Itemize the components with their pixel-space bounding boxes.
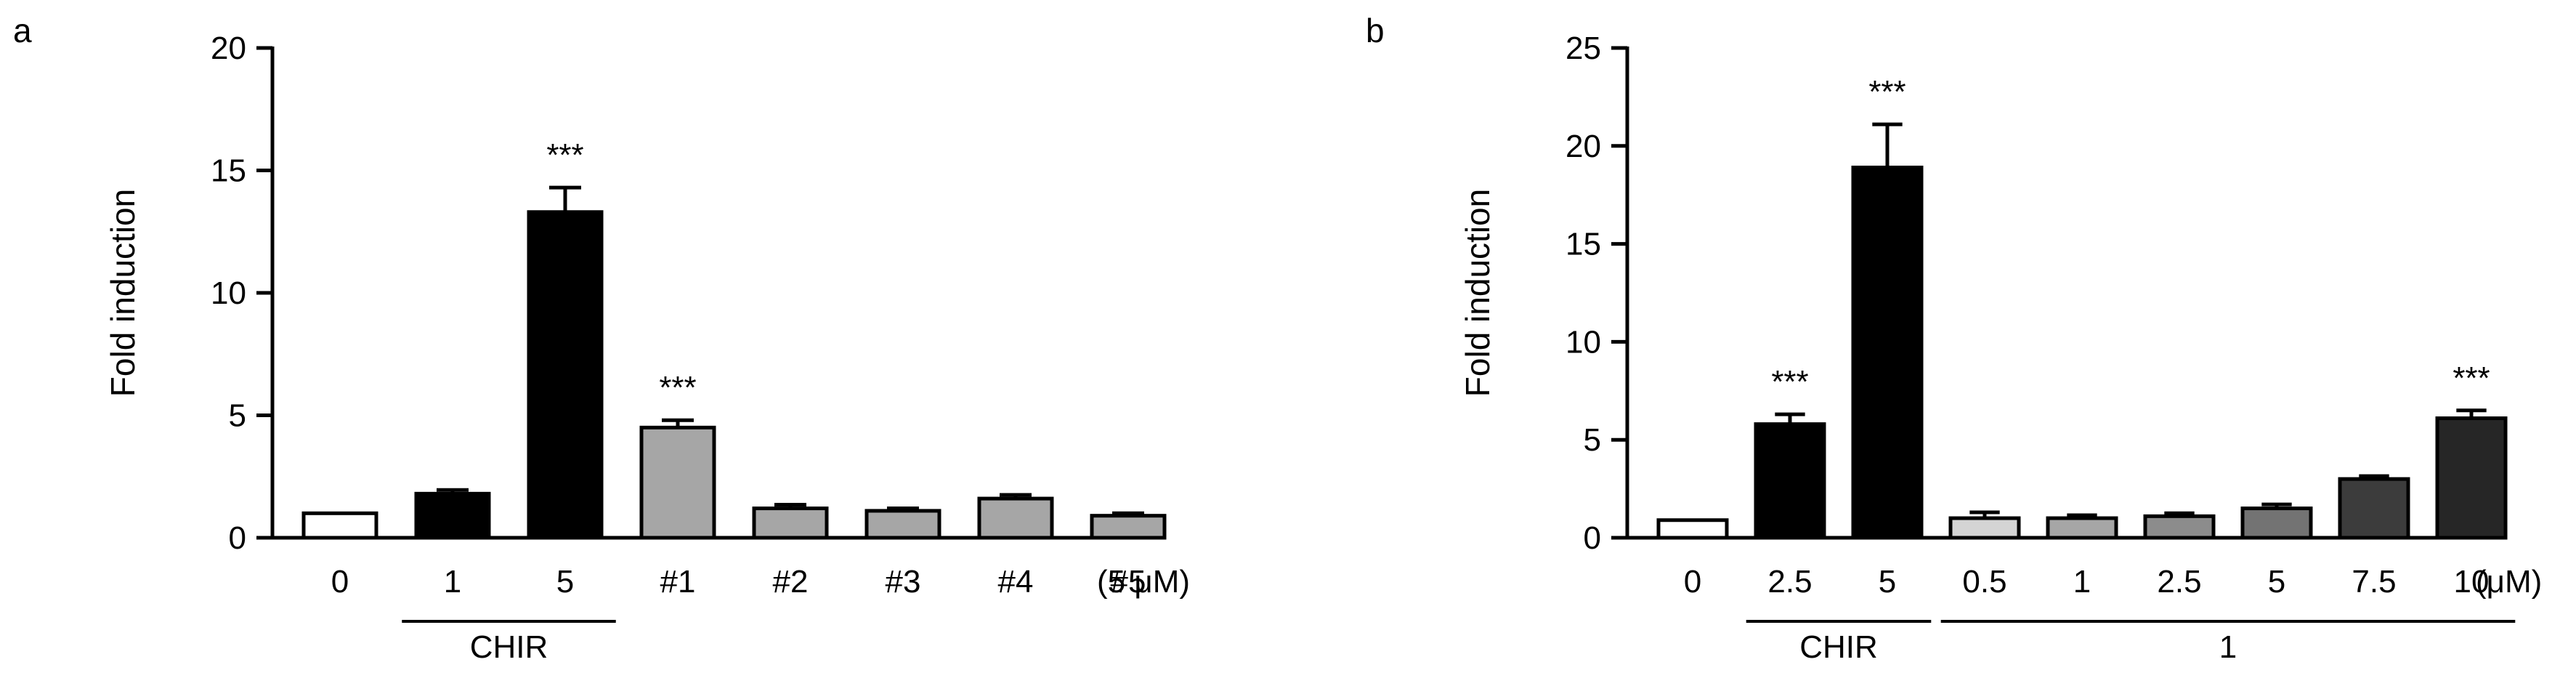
y-tick-label: 5	[229, 398, 246, 434]
bar	[2338, 477, 2410, 540]
significance-label: ***	[1771, 364, 1808, 400]
bar	[639, 425, 716, 540]
y-tick-label: 15	[1566, 227, 1601, 262]
x-tick-label: #5	[1111, 564, 1146, 600]
x-tick-label: 1	[2073, 564, 2091, 600]
x-tick-label: 5	[556, 564, 574, 600]
y-tick-label: 5	[1584, 422, 1601, 458]
bar	[301, 511, 378, 540]
x-tick-label: #2	[773, 564, 809, 600]
y-tick-label: 15	[211, 153, 246, 189]
unit-label: (μM)	[2476, 564, 2542, 600]
bar	[2046, 516, 2118, 540]
x-tick-label: 7.5	[2352, 564, 2396, 600]
x-tick-label: #4	[998, 564, 1034, 600]
significance-label: ***	[1868, 74, 1905, 110]
group-label: CHIR	[1799, 629, 1878, 665]
y-tick-label: 20	[1566, 129, 1601, 164]
y-tick-label: 10	[211, 275, 246, 311]
bar	[2240, 507, 2313, 540]
bar	[1754, 422, 1826, 540]
bar	[864, 509, 941, 540]
x-tick-label: 5	[1879, 564, 1896, 600]
x-tick-label: 1	[444, 564, 461, 600]
unit-label: (5 μM)	[1097, 564, 1190, 600]
group-label: 1	[2219, 629, 2237, 665]
bar	[752, 507, 829, 540]
y-axis-title: Fold induction	[1459, 189, 1496, 397]
bar	[1851, 165, 1924, 540]
x-tick-label: #3	[886, 564, 921, 600]
panel-b-label: b	[1366, 12, 1385, 49]
panel-b-chart: b 0 5 10 15 20 25 Fold induction 0 2.5 5 0.5 1 2.5 5 7…	[1366, 12, 2542, 665]
bar	[2143, 514, 2216, 540]
y-tick-label: 0	[1584, 520, 1601, 556]
x-tick-label: 0	[331, 564, 349, 600]
x-tick-label: 2.5	[2157, 564, 2201, 600]
significance-label: ***	[659, 370, 696, 405]
bar	[527, 210, 604, 540]
x-tick-label: 10	[2454, 564, 2490, 600]
significance-label: ***	[546, 137, 583, 173]
panel-a-label: a	[13, 12, 32, 49]
significance-label: ***	[2453, 360, 2490, 396]
bar	[414, 491, 491, 540]
bar	[2435, 416, 2508, 540]
x-tick-label: 0.5	[1962, 564, 2006, 600]
x-tick-label: 2.5	[1767, 564, 1812, 600]
y-axis-title: Fold induction	[104, 189, 142, 397]
bar	[977, 496, 1054, 540]
bar	[1656, 518, 1729, 540]
group-label: CHIR	[470, 629, 548, 665]
x-tick-label: 0	[1684, 564, 1701, 600]
x-tick-label: #1	[660, 564, 696, 600]
y-tick-label: 20	[211, 31, 246, 66]
x-tick-label: 5	[2268, 564, 2285, 600]
bar	[1948, 516, 2021, 540]
y-tick-label: 10	[1566, 324, 1601, 360]
y-tick-label: 0	[229, 520, 246, 556]
y-tick-label: 25	[1566, 31, 1601, 66]
bar	[1090, 514, 1167, 540]
